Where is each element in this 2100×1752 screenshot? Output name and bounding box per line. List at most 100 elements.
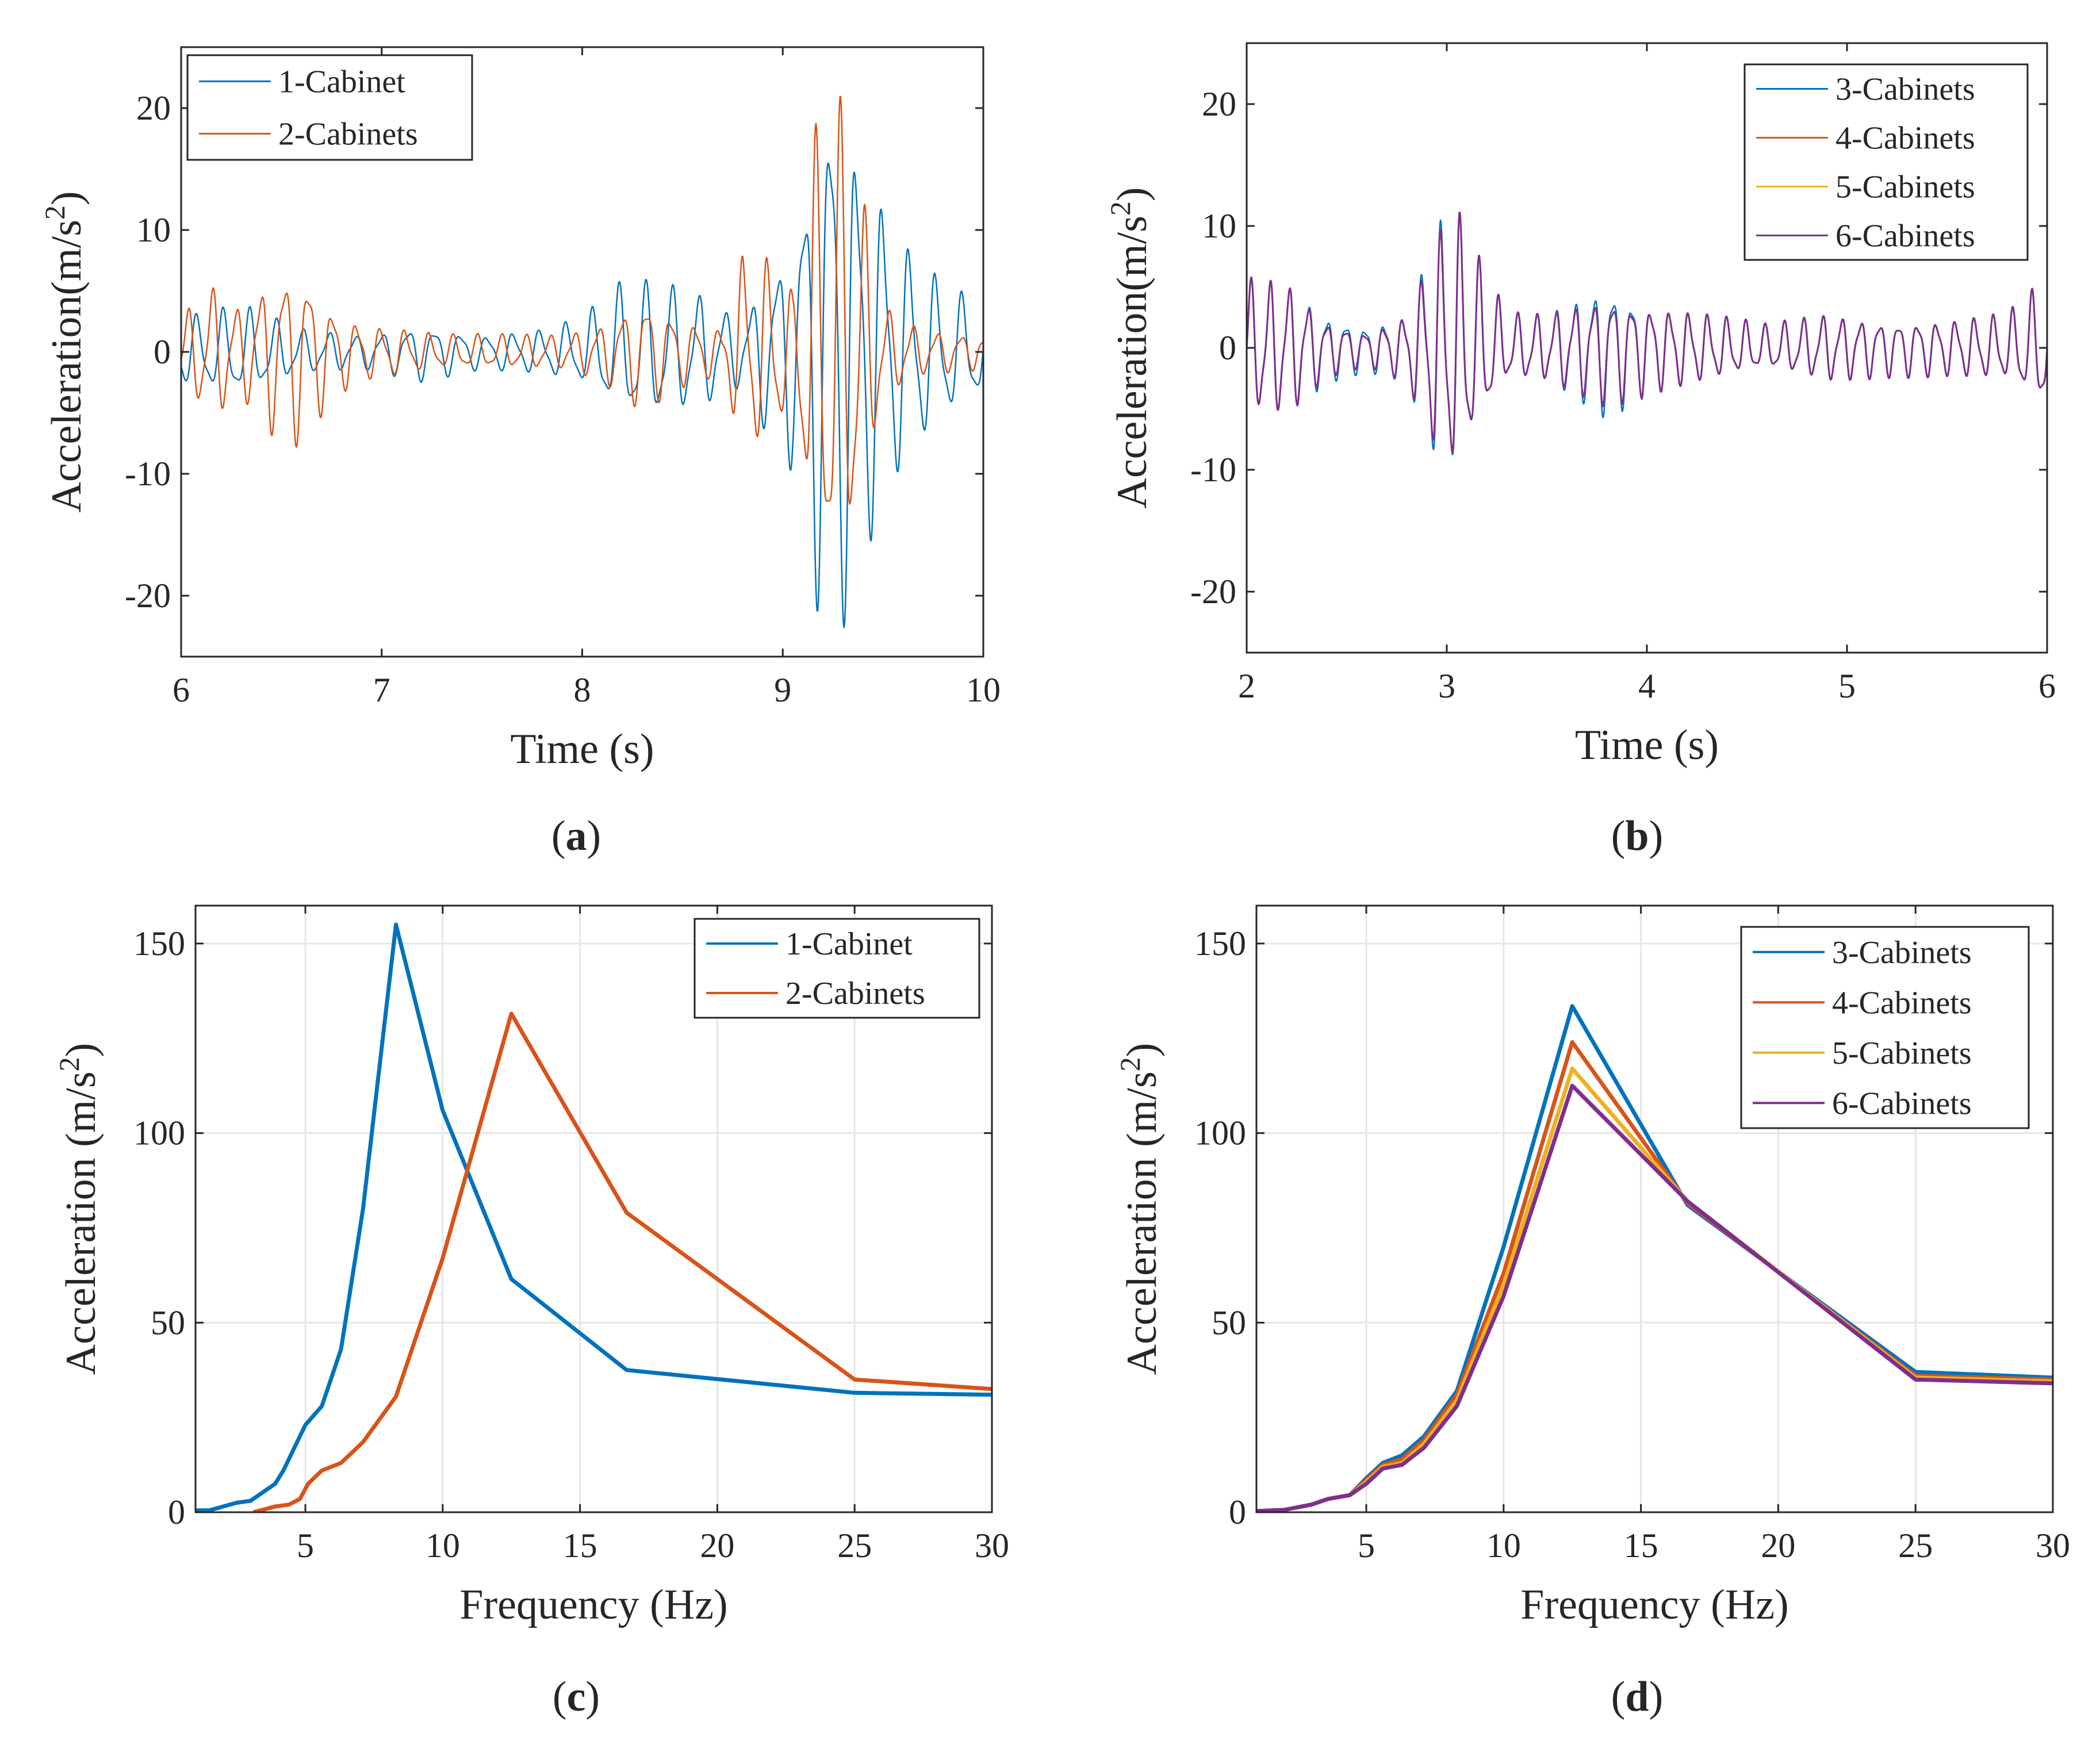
y-tick-label: 150 [133, 925, 185, 963]
legend-label: 5-Cabinets [1835, 170, 1975, 205]
legend-label: 6-Cabinets [1835, 218, 1975, 254]
chart-d: 5 10 15 20 25 30 0 50 100 150 Frequency (Hz) Accele… [1114, 904, 2070, 1720]
legend: 3-Cabinets 4-Cabinets 5-Cabinets 6-Cabinets [1743, 63, 2029, 261]
legend-label: 1-Cabinet [785, 926, 913, 962]
x-tick-label: 9 [774, 671, 791, 709]
y-tick-label: -20 [125, 577, 171, 615]
y-axis-label-main: Acceleration(m/s [1109, 216, 1156, 509]
panel-caption: (b) [1611, 812, 1663, 860]
x-axis-label: Time (s) [510, 726, 654, 773]
plot-area [196, 922, 992, 1512]
x-axis-label: Frequency (Hz) [1520, 1581, 1788, 1628]
legend-label: 3-Cabinets [1832, 935, 1972, 971]
panel-caption: (a) [551, 812, 601, 860]
legend-box [1740, 926, 2030, 1129]
legend-label: 3-Cabinets [1835, 72, 1975, 108]
y-axis-label-main: Acceleration (m/s [1118, 1071, 1166, 1375]
x-tick-label: 20 [700, 1527, 734, 1565]
legend-label: 4-Cabinets [1832, 985, 1972, 1021]
chart-a: 6 7 8 9 10 -20 -10 0 10 20 Time (s) Acceleration(m/… [39, 46, 1001, 860]
plot-area [1256, 1004, 2053, 1512]
y-tick-label: 0 [1219, 329, 1236, 367]
legend-box [186, 54, 473, 161]
x-tick-label: 15 [563, 1527, 597, 1565]
y-tick-label: 50 [151, 1304, 185, 1341]
y-tick-label: 20 [136, 89, 171, 127]
y-axis-label: Acceleration(m/s2) [39, 191, 90, 512]
y-tick-label: 0 [168, 1493, 185, 1531]
y-axis-label-end: ) [58, 1043, 105, 1057]
y-tick-label: 10 [136, 211, 171, 249]
y-axis-label: Acceleration (m/s2) [1114, 1043, 1166, 1375]
panel-caption: (d) [1611, 1673, 1663, 1720]
legend: 1-Cabinet 2-Cabinets [186, 54, 473, 161]
y-tick-label: 0 [1229, 1493, 1246, 1531]
x-tick-label: 30 [2036, 1527, 2070, 1565]
y-tick-label: 100 [1194, 1114, 1246, 1152]
panel-caption-letter: c [567, 1673, 586, 1720]
legend-label: 2-Cabinets [785, 976, 925, 1011]
series-line-6-cabinets [1256, 1083, 2053, 1512]
y-axis-label-sup: 2 [1104, 201, 1136, 216]
x-tick-label: 25 [837, 1527, 872, 1565]
legend: 3-Cabinets 4-Cabinets 5-Cabinets 6-Cabinets [1740, 926, 2030, 1129]
x-tick-label: 8 [574, 671, 591, 709]
y-axis-label-end: ) [1118, 1043, 1166, 1057]
x-tick-label: 30 [975, 1527, 1009, 1565]
chart-c: 5 10 15 20 25 30 0 50 100 150 Frequency (Hz) Accele… [53, 904, 1009, 1720]
panel-caption: (c) [553, 1673, 600, 1720]
x-tick-label: 10 [966, 671, 1001, 709]
y-tick-label: 50 [1212, 1304, 1246, 1341]
panel-caption-letter: b [1625, 812, 1649, 860]
series-line-1-cabinet [181, 162, 983, 628]
legend-box [693, 918, 980, 1019]
x-tick-label: 15 [1624, 1527, 1658, 1565]
y-axis-label-sup: 2 [53, 1057, 85, 1071]
legend-label: 5-Cabinets [1832, 1036, 1972, 1071]
y-axis-label-sup: 2 [1114, 1057, 1146, 1071]
y-tick-label: 10 [1202, 207, 1236, 245]
legend: 1-Cabinet 2-Cabinets [693, 918, 980, 1019]
panel-caption-letter: d [1625, 1673, 1649, 1720]
y-tick-label: 100 [133, 1114, 185, 1152]
y-axis-label: Acceleration(m/s2) [1104, 187, 1156, 508]
series-line-6-cabinets [1247, 212, 2047, 454]
y-axis-label-main: Acceleration (m/s [58, 1071, 105, 1375]
x-tick-label: 6 [2038, 667, 2056, 705]
x-tick-label: 4 [1638, 667, 1656, 705]
y-tick-label: 0 [154, 333, 171, 371]
x-tick-label: 6 [173, 671, 190, 709]
y-tick-label: 20 [1202, 85, 1236, 123]
y-axis-label-end: ) [1109, 187, 1156, 201]
x-tick-label: 20 [1761, 1527, 1795, 1565]
legend-label: 6-Cabinets [1832, 1086, 1972, 1121]
x-axis-label: Time (s) [1575, 722, 1719, 769]
series-line-2-cabinets [252, 1011, 992, 1512]
x-axis-label: Frequency (Hz) [459, 1581, 727, 1628]
y-axis-label-main: Acceleration(m/s [43, 220, 90, 513]
plot-area [1247, 212, 2047, 455]
series-line-5-cabinets [1256, 1067, 2053, 1512]
legend-label: 2-Cabinets [278, 117, 418, 152]
x-tick-label: 7 [373, 671, 390, 709]
x-tick-label: 5 [1358, 1527, 1375, 1565]
plot-area [181, 95, 983, 628]
y-tick-label: 150 [1194, 925, 1246, 963]
x-tick-label: 25 [1898, 1527, 1933, 1565]
panel-caption-letter: a [566, 812, 587, 860]
x-tick-label: 5 [1838, 667, 1856, 705]
axes-box [194, 904, 993, 1513]
y-axis-label: Acceleration (m/s2) [53, 1043, 105, 1375]
chart-b: 2 3 4 5 6 -20 -10 0 10 20 Time (s) Acceleration(m/s… [1104, 42, 2056, 860]
legend-label: 4-Cabinets [1835, 121, 1975, 156]
axes-box [1255, 904, 2054, 1513]
x-tick-label: 5 [297, 1527, 314, 1565]
y-tick-label: -20 [1190, 573, 1236, 611]
y-tick-label: -10 [125, 455, 171, 493]
legend-label: 1-Cabinet [278, 64, 405, 100]
x-tick-label: 2 [1238, 667, 1255, 705]
y-tick-label: -10 [1190, 451, 1236, 489]
legend-box [1743, 63, 2029, 261]
x-tick-label: 10 [426, 1527, 460, 1565]
